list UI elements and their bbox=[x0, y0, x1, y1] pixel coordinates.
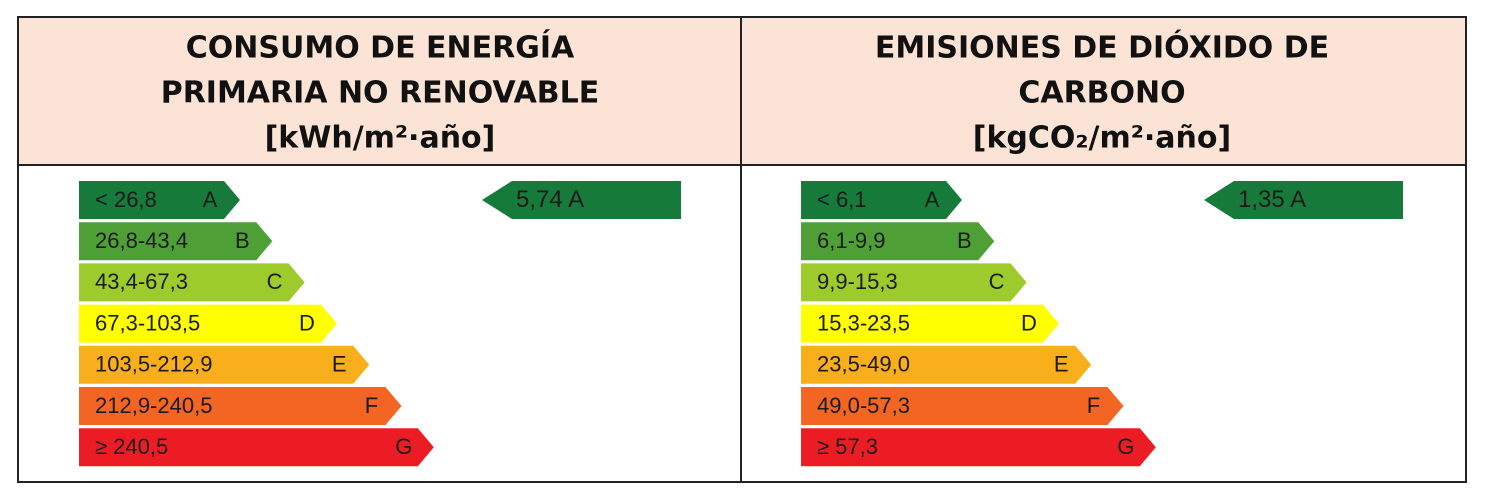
indicator-label: 1,35 A bbox=[1238, 186, 1306, 213]
rating-bar bbox=[801, 428, 1156, 467]
rating-bar bbox=[79, 181, 240, 219]
rating-range: 67,3-103,5 bbox=[95, 310, 200, 335]
rating-range: 15,3-23,5 bbox=[817, 310, 910, 335]
rating-bar bbox=[801, 304, 1059, 343]
rating-range: 43,4-67,3 bbox=[95, 269, 188, 294]
rating-bar bbox=[801, 263, 1027, 302]
rating-class: E bbox=[332, 352, 347, 377]
indicator-class: A bbox=[1290, 186, 1306, 213]
rating-class: E bbox=[1054, 352, 1069, 377]
rating-bar bbox=[801, 181, 962, 219]
rating-class: B bbox=[957, 228, 972, 253]
panel-unit: [kWh/m²·año] bbox=[265, 121, 496, 156]
rating-class: F bbox=[365, 393, 378, 418]
rating-range: 9,9-15,3 bbox=[817, 269, 898, 294]
rating-range: 26,8-43,4 bbox=[95, 228, 188, 253]
rating-range: < 26,8 bbox=[95, 187, 157, 212]
panel-title: CONSUMO DE ENERGÍA bbox=[186, 30, 575, 66]
rating-range: 23,5-49,0 bbox=[817, 352, 910, 377]
panel-unit: [kgCO₂/m²·año] bbox=[973, 121, 1231, 156]
rating-class: G bbox=[395, 434, 412, 459]
indicator-arrow bbox=[1204, 181, 1403, 219]
rating-class: C bbox=[267, 269, 283, 294]
rating-class: A bbox=[203, 187, 218, 212]
rating-bar bbox=[801, 387, 1124, 425]
indicator-arrow bbox=[482, 181, 681, 219]
rating-class: A bbox=[925, 187, 940, 212]
rating-bar bbox=[79, 345, 370, 384]
rating-bar bbox=[801, 222, 995, 261]
rating-range: < 6,1 bbox=[817, 187, 867, 212]
rating-bar bbox=[801, 345, 1092, 384]
panel-title: PRIMARIA NO RENOVABLE bbox=[161, 76, 600, 111]
rating-bar bbox=[79, 387, 402, 425]
rating-class: F bbox=[1087, 393, 1100, 418]
rating-class: D bbox=[299, 310, 315, 335]
rating-bar bbox=[79, 222, 273, 261]
indicator-value: 5,74 bbox=[516, 186, 563, 213]
rating-class: D bbox=[1021, 310, 1037, 335]
indicator-class: A bbox=[568, 186, 584, 213]
rating-range: 6,1-9,9 bbox=[817, 228, 886, 253]
rating-range: 49,0-57,3 bbox=[817, 393, 910, 418]
indicator-label: 5,74 A bbox=[516, 186, 584, 213]
rating-range: ≥ 57,3 bbox=[817, 434, 878, 459]
rating-range: 103,5-212,9 bbox=[95, 352, 212, 377]
panel-title: CARBONO bbox=[1018, 76, 1185, 111]
indicator-value: 1,35 bbox=[1238, 186, 1285, 213]
rating-class: C bbox=[989, 269, 1005, 294]
rating-bar bbox=[79, 263, 305, 302]
rating-range: ≥ 240,5 bbox=[95, 434, 168, 459]
rating-range: 212,9-240,5 bbox=[95, 393, 212, 418]
panel-title: EMISIONES DE DIÓXIDO DE bbox=[875, 29, 1329, 66]
rating-class: B bbox=[235, 228, 250, 253]
rating-bar bbox=[79, 304, 337, 343]
rating-class: G bbox=[1117, 434, 1134, 459]
rating-bar bbox=[79, 428, 434, 467]
